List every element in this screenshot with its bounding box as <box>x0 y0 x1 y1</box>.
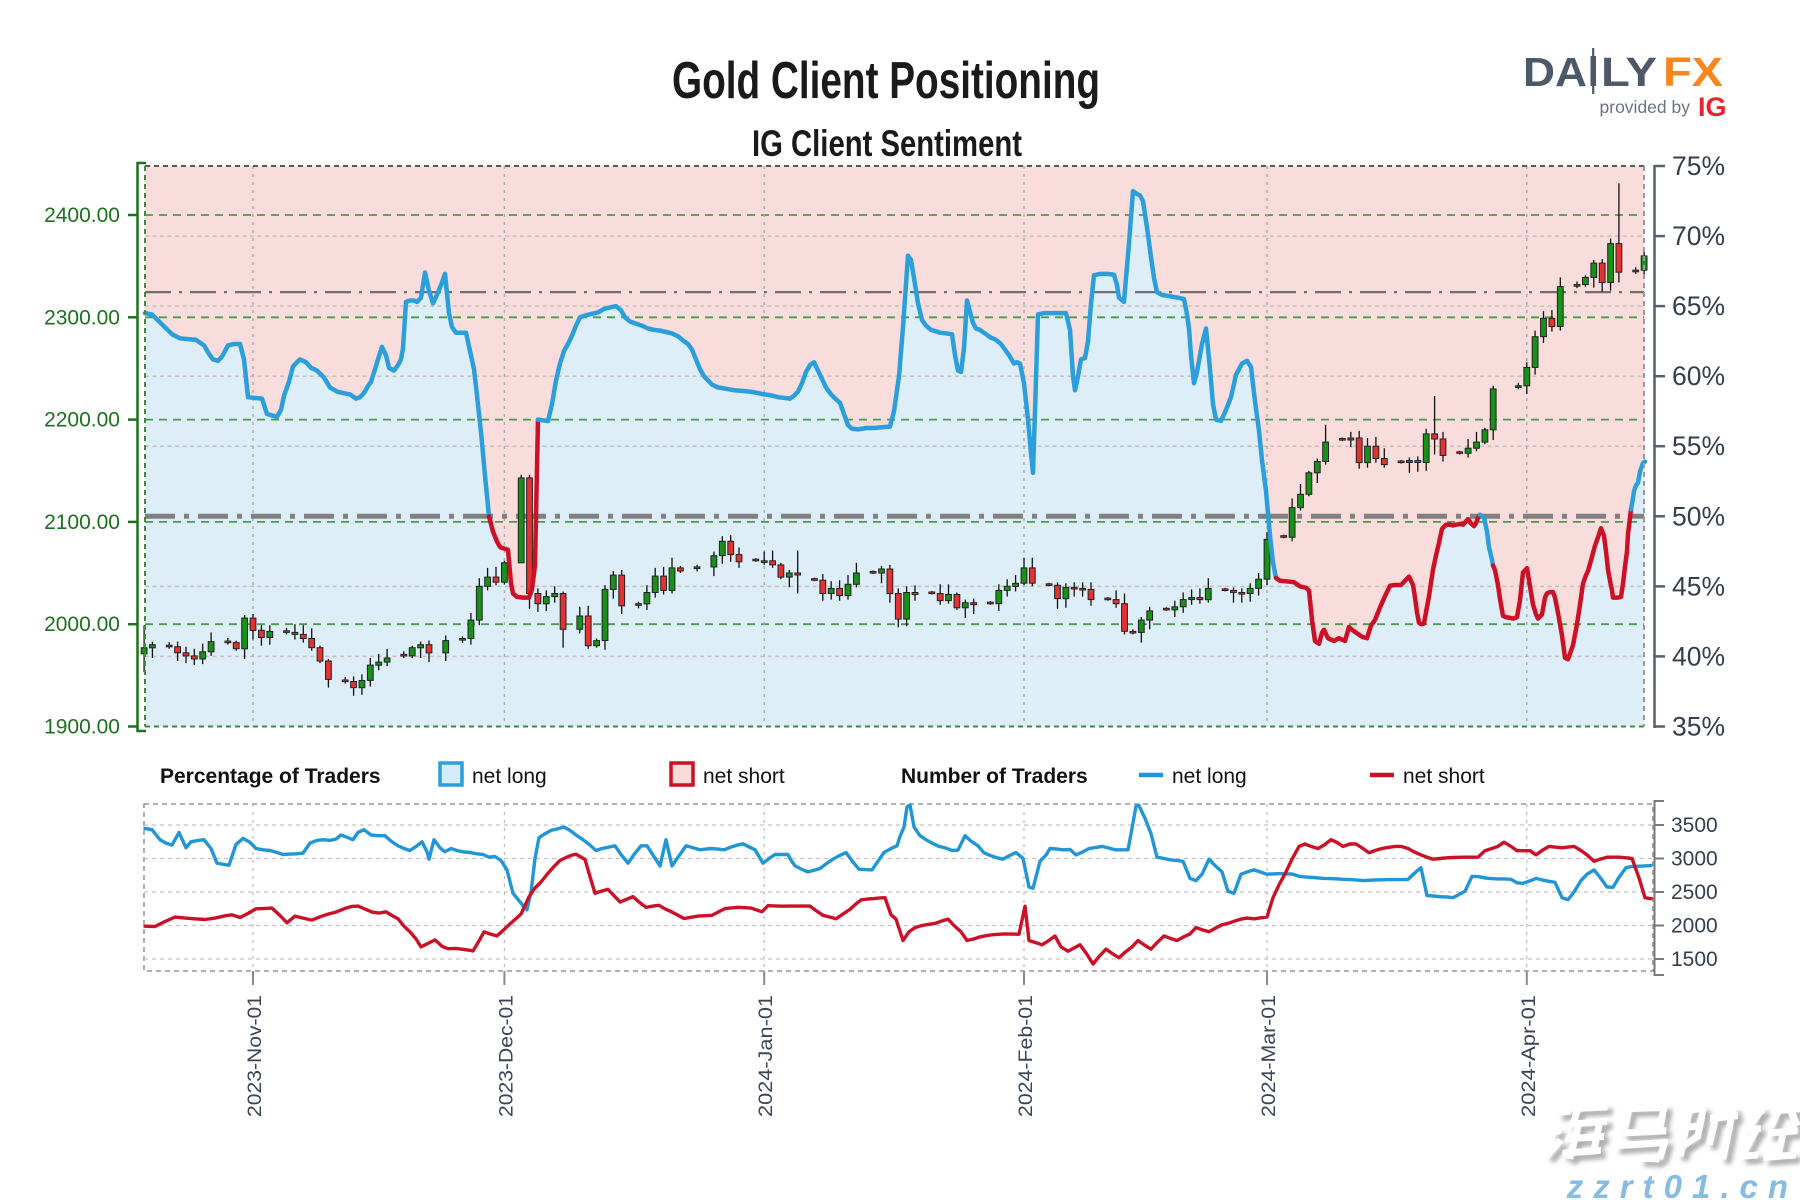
svg-text:FX: FX <box>1663 49 1723 95</box>
svg-text:45%: 45% <box>1672 571 1725 601</box>
svg-text:2300.00: 2300.00 <box>44 306 120 329</box>
svg-text:2000.00: 2000.00 <box>44 613 120 636</box>
svg-text:55%: 55% <box>1672 431 1725 461</box>
svg-text:2400.00: 2400.00 <box>44 204 120 227</box>
svg-text:Percentage of Traders: Percentage of Traders <box>160 765 381 788</box>
svg-text:IG: IG <box>1698 92 1727 122</box>
svg-text:50%: 50% <box>1672 501 1725 531</box>
svg-text:35%: 35% <box>1672 712 1725 742</box>
svg-text:IG Client Sentiment: IG Client Sentiment <box>752 123 1022 164</box>
svg-text:DA: DA <box>1523 49 1587 95</box>
svg-text:2023-Nov-01: 2023-Nov-01 <box>245 995 266 1117</box>
svg-text:3000: 3000 <box>1671 848 1718 871</box>
svg-text:2000: 2000 <box>1671 915 1718 938</box>
svg-text:net short: net short <box>703 765 785 788</box>
svg-text:provided by: provided by <box>1600 97 1691 117</box>
svg-text:zzrt01.cn: zzrt01.cn <box>1566 1168 1798 1200</box>
svg-text:3500: 3500 <box>1671 814 1718 837</box>
svg-text:2024-Jan-01: 2024-Jan-01 <box>756 995 777 1117</box>
svg-text:net long: net long <box>472 765 547 788</box>
svg-text:70%: 70% <box>1672 221 1725 251</box>
svg-text:Number of Traders: Number of Traders <box>901 765 1088 788</box>
svg-text:1500: 1500 <box>1671 948 1718 971</box>
svg-text:2500: 2500 <box>1671 881 1718 904</box>
svg-text:2023-Dec-01: 2023-Dec-01 <box>496 995 517 1117</box>
svg-text:60%: 60% <box>1672 361 1725 391</box>
svg-text:LY: LY <box>1601 49 1657 95</box>
svg-text:40%: 40% <box>1672 641 1725 671</box>
svg-text:2024-Apr-01: 2024-Apr-01 <box>1519 995 1540 1117</box>
svg-text:2024-Mar-01: 2024-Mar-01 <box>1259 995 1280 1117</box>
svg-text:1900.00: 1900.00 <box>44 716 120 739</box>
svg-text:Gold Client Positioning: Gold Client Positioning <box>672 52 1100 110</box>
svg-text:2200.00: 2200.00 <box>44 409 120 432</box>
svg-text:2024-Feb-01: 2024-Feb-01 <box>1016 995 1037 1117</box>
svg-text:65%: 65% <box>1672 291 1725 321</box>
svg-text:net short: net short <box>1403 765 1485 788</box>
svg-text:75%: 75% <box>1672 151 1725 181</box>
svg-text:2100.00: 2100.00 <box>44 511 120 534</box>
svg-text:net long: net long <box>1172 765 1247 788</box>
